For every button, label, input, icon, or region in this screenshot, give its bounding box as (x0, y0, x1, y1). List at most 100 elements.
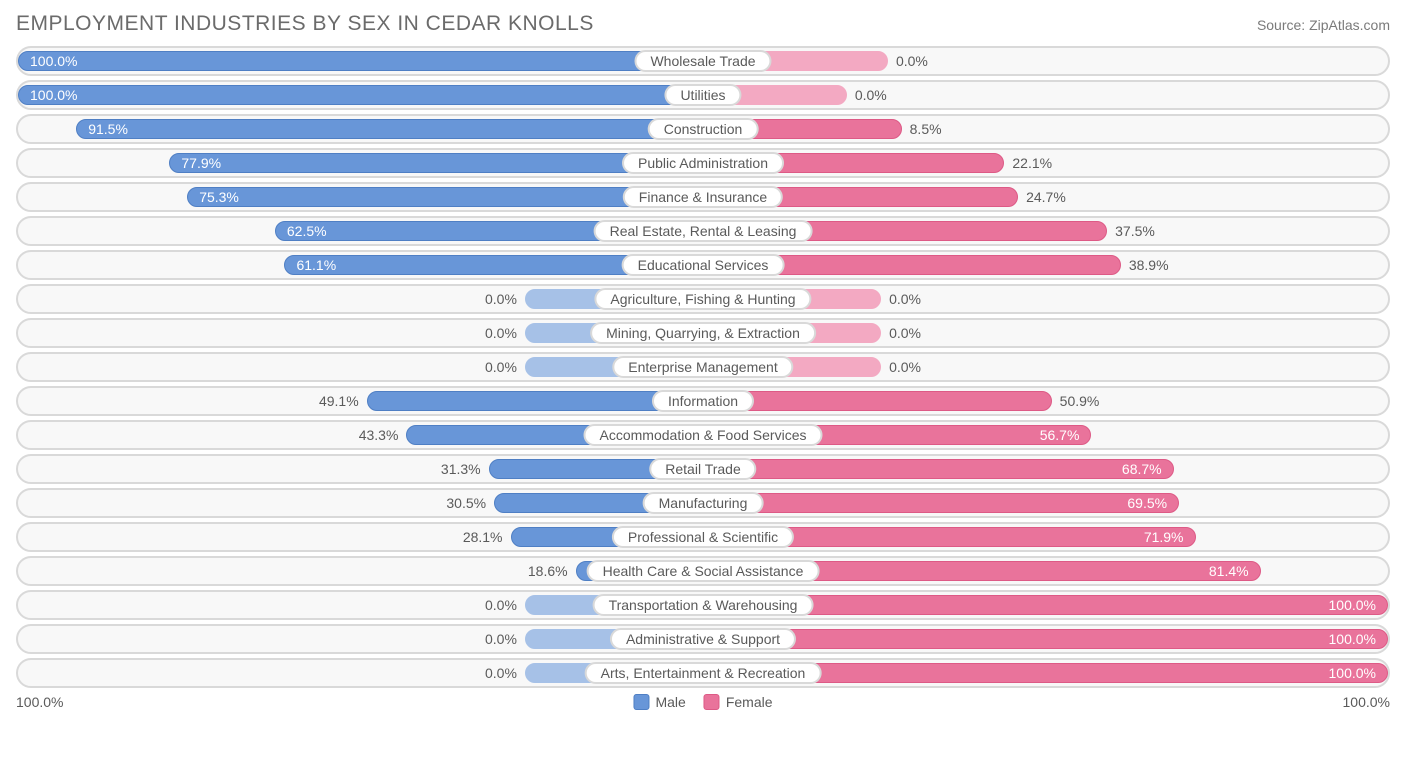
chart-row: 18.6%81.4%Health Care & Social Assistanc… (16, 556, 1390, 586)
chart-header: EMPLOYMENT INDUSTRIES BY SEX IN CEDAR KN… (16, 12, 1390, 36)
axis-right-label: 100.0% (1343, 694, 1390, 710)
female-pct: 0.0% (847, 87, 887, 103)
female-half: 68.7% (703, 456, 1388, 482)
male-bar (18, 85, 703, 105)
category-label: Public Administration (622, 152, 784, 174)
female-half: 50.9% (703, 388, 1388, 414)
female-pct: 100.0% (1329, 631, 1388, 647)
female-bar (703, 391, 1052, 411)
male-pct: 0.0% (485, 359, 525, 375)
category-label: Information (652, 390, 754, 412)
category-label: Finance & Insurance (623, 186, 783, 208)
male-pct: 18.6% (528, 563, 576, 579)
female-swatch-icon (704, 694, 720, 710)
male-pct: 91.5% (76, 121, 128, 137)
female-pct: 8.5% (902, 121, 942, 137)
male-half: 31.3% (18, 456, 703, 482)
category-label: Wholesale Trade (634, 50, 771, 72)
female-pct: 71.9% (1144, 529, 1196, 545)
male-half: 91.5% (18, 116, 703, 142)
category-label: Construction (648, 118, 759, 140)
category-label: Professional & Scientific (612, 526, 794, 548)
male-half: 28.1% (18, 524, 703, 550)
category-label: Retail Trade (649, 458, 756, 480)
male-half: 100.0% (18, 48, 703, 74)
chart-row: 91.5% 8.5% Construction (16, 114, 1390, 144)
chart-row: 28.1% 71.9% Professional & Scientific (16, 522, 1390, 552)
chart-row: 0.0%100.0%Administrative & Support (16, 624, 1390, 654)
female-half: 0.0% (703, 354, 1388, 380)
chart-row: 0.0% 0.0% Agriculture, Fishing & Hunting (16, 284, 1390, 314)
chart-footer: 100.0% Male Female 100.0% (16, 694, 1390, 710)
female-pct: 0.0% (881, 359, 921, 375)
chart-row: 77.9% 22.1% Public Administration (16, 148, 1390, 178)
category-label: Arts, Entertainment & Recreation (585, 662, 822, 684)
chart-row: 0.0%100.0%Arts, Entertainment & Recreati… (16, 658, 1390, 688)
female-pct: 68.7% (1122, 461, 1174, 477)
chart-row: 62.5% 37.5% Real Estate, Rental & Leasing (16, 216, 1390, 246)
male-pct: 77.9% (169, 155, 221, 171)
category-label: Enterprise Management (612, 356, 793, 378)
female-pct: 50.9% (1052, 393, 1100, 409)
chart-row: 0.0% 0.0% Enterprise Management (16, 352, 1390, 382)
diverging-bar-chart: 100.0% 0.0% Wholesale Trade 100.0% 0.0% Utili… (16, 46, 1390, 688)
male-pct: 62.5% (275, 223, 327, 239)
legend-female-label: Female (726, 694, 773, 710)
chart-row: 0.0%100.0%Transportation & Warehousing (16, 590, 1390, 620)
chart-row: 43.3%56.7%Accommodation & Food Services (16, 420, 1390, 450)
male-pct: 28.1% (463, 529, 511, 545)
male-pct: 49.1% (319, 393, 367, 409)
male-half: 30.5% (18, 490, 703, 516)
male-swatch-icon (633, 694, 649, 710)
female-half: 100.0% (703, 626, 1388, 652)
female-bar (703, 629, 1388, 649)
category-label: Real Estate, Rental & Leasing (594, 220, 813, 242)
male-pct: 100.0% (18, 87, 77, 103)
male-pct: 30.5% (446, 495, 494, 511)
female-pct: 0.0% (881, 291, 921, 307)
legend-male: Male (633, 694, 685, 710)
male-bar (76, 119, 703, 139)
female-half: 8.5% (703, 116, 1388, 142)
male-pct: 0.0% (485, 291, 525, 307)
axis-left-label: 100.0% (16, 694, 63, 710)
female-bar (703, 459, 1174, 479)
male-pct: 0.0% (485, 325, 525, 341)
male-half: 0.0% (18, 354, 703, 380)
chart-legend: Male Female (633, 694, 772, 710)
male-half: 100.0% (18, 82, 703, 108)
female-pct: 37.5% (1107, 223, 1155, 239)
category-label: Educational Services (622, 254, 785, 276)
male-pct: 100.0% (18, 53, 77, 69)
chart-row: 0.0%0.0%Mining, Quarrying, & Extraction (16, 318, 1390, 348)
female-pct: 81.4% (1209, 563, 1261, 579)
chart-row: 75.3% 24.7% Finance & Insurance (16, 182, 1390, 212)
male-pct: 0.0% (485, 631, 525, 647)
male-half: 75.3% (18, 184, 703, 210)
chart-source: Source: ZipAtlas.com (1257, 17, 1390, 33)
female-pct: 69.5% (1127, 495, 1179, 511)
chart-row: 31.3% 68.7% Retail Trade (16, 454, 1390, 484)
category-label: Utilities (664, 84, 741, 106)
category-label: Agriculture, Fishing & Hunting (594, 288, 811, 310)
male-pct: 0.0% (485, 665, 525, 681)
legend-female: Female (704, 694, 773, 710)
female-pct: 38.9% (1121, 257, 1169, 273)
female-half: 71.9% (703, 524, 1388, 550)
category-label: Accommodation & Food Services (584, 424, 823, 446)
category-label: Manufacturing (643, 492, 764, 514)
female-half: 24.7% (703, 184, 1388, 210)
male-pct: 31.3% (441, 461, 489, 477)
female-pct: 0.0% (888, 53, 928, 69)
chart-row: 61.1% 38.9% Educational Services (16, 250, 1390, 280)
legend-male-label: Male (655, 694, 685, 710)
male-half: 61.1% (18, 252, 703, 278)
chart-title: EMPLOYMENT INDUSTRIES BY SEX IN CEDAR KN… (16, 12, 594, 36)
female-bar (703, 493, 1179, 513)
category-label: Mining, Quarrying, & Extraction (590, 322, 816, 344)
female-pct: 24.7% (1018, 189, 1066, 205)
male-pct: 61.1% (284, 257, 336, 273)
chart-row: 49.1% 50.9% Information (16, 386, 1390, 416)
female-half: 38.9% (703, 252, 1388, 278)
female-pct: 22.1% (1004, 155, 1052, 171)
